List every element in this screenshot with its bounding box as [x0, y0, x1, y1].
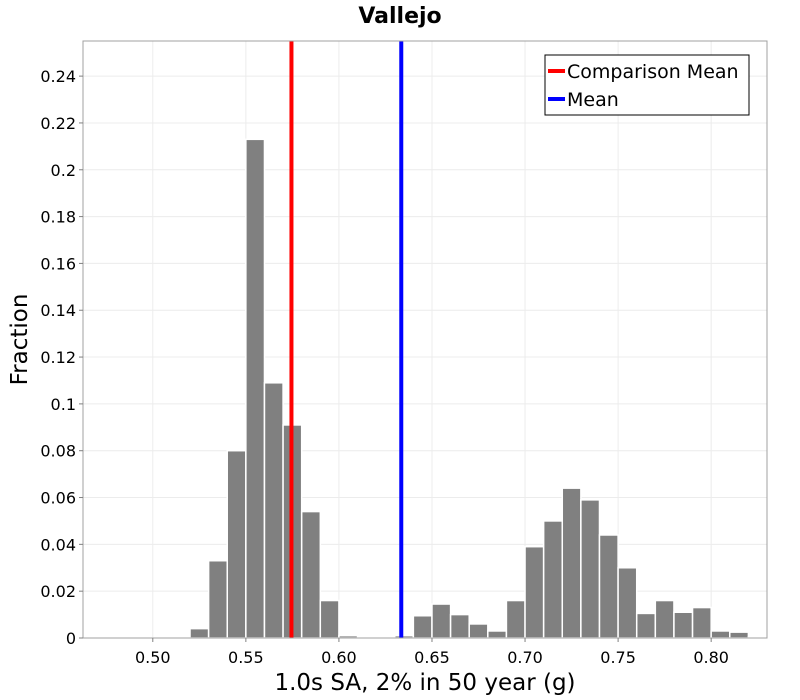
histogram-bar [431, 603, 452, 639]
histogram-bar [263, 382, 284, 639]
histogram-bar [468, 623, 489, 639]
histogram-bar [598, 534, 619, 639]
x-axis-label: 1.0s SA, 2% in 50 year (g) [274, 670, 575, 696]
histogram-bar [207, 559, 228, 639]
x-tick-label: 0.70 [507, 648, 543, 667]
y-tick-label: 0.18 [40, 208, 76, 227]
x-tick-label: 0.65 [414, 648, 450, 667]
grid-lines [83, 41, 767, 639]
y-tick-label: 0.12 [40, 348, 76, 367]
histogram-bar [580, 499, 601, 639]
histogram-bar [654, 599, 675, 639]
histogram-bar [542, 520, 564, 639]
histogram-bar [561, 487, 582, 639]
legend-label-mean: Mean [567, 89, 619, 111]
y-tick-label: 0.22 [40, 114, 76, 133]
y-tick-label: 0.24 [40, 67, 76, 86]
legend-box [544, 54, 750, 116]
mean-lines [289, 41, 404, 638]
histogram-bar [710, 630, 731, 639]
x-tick-label: 0.50 [135, 648, 171, 667]
histogram-bar [487, 630, 508, 639]
y-tick-label: 0.2 [51, 161, 76, 180]
histogram-bar [300, 510, 322, 639]
y-tick-label: 0 [66, 629, 76, 648]
y-tick-label: 0.14 [40, 301, 76, 320]
y-tick-label: 0.08 [40, 442, 76, 461]
y-tick-label: 0.02 [40, 582, 76, 601]
histogram-bar [245, 138, 266, 639]
histogram-bar [412, 615, 433, 639]
histogram-bar [319, 599, 340, 639]
legend-label-comparison-mean: Comparison Mean [567, 61, 739, 83]
histogram-bar [524, 545, 545, 639]
y-tick-label: 0.16 [40, 254, 76, 273]
y-axis-ticks: 0 0.02 0.04 0.06 0.08 0.1 0.12 0.14 0.16 0.18 0.2 0… [40, 67, 83, 648]
histogram-bar [635, 612, 657, 639]
x-tick-label: 0.60 [321, 648, 357, 667]
histogram-bar [189, 627, 210, 639]
y-tick-label: 0.1 [51, 395, 76, 414]
x-axis-ticks: 0.50 0.55 0.60 0.65 0.70 0.75 0.80 [135, 638, 729, 667]
y-tick-label: 0.04 [40, 535, 76, 554]
x-tick-label: 0.75 [600, 648, 636, 667]
y-axis-label: Fraction [7, 294, 33, 386]
histogram-bars [189, 138, 768, 639]
histogram-bar [729, 631, 750, 639]
x-tick-label: 0.80 [693, 648, 729, 667]
chart-title: Vallejo [358, 4, 441, 29]
histogram-bar [691, 606, 712, 639]
histogram-bar [449, 613, 470, 639]
plot-frame [82, 40, 768, 639]
histogram-bar [673, 611, 694, 639]
y-tick-label: 0.06 [40, 489, 76, 508]
histogram-bar [226, 449, 247, 639]
x-tick-label: 0.55 [228, 648, 264, 667]
histogram-bar [617, 567, 638, 639]
histogram-bar [505, 599, 526, 639]
legend: Comparison Mean Mean [544, 54, 750, 116]
